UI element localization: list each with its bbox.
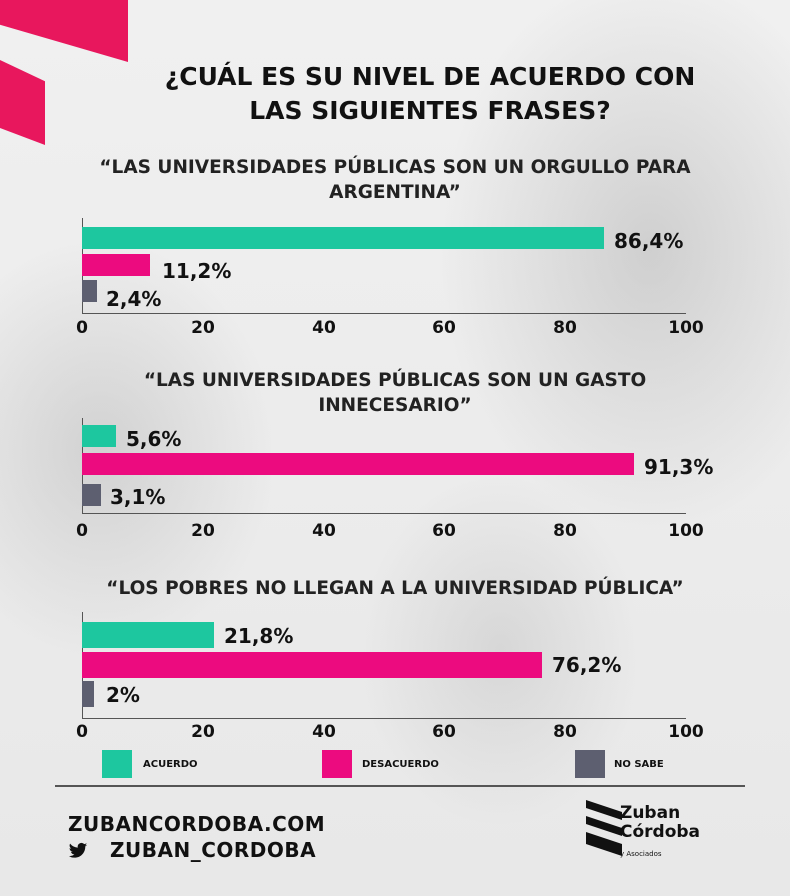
zuban-logo-mark xyxy=(586,800,622,856)
legend-swatch-no-sabe xyxy=(575,750,605,778)
page-title: ¿CUÁL ES SU NIVEL DE ACUERDO CON LAS SIG… xyxy=(164,62,696,125)
bar-desacuerdo xyxy=(82,453,634,475)
legend-swatch-acuerdo xyxy=(102,750,132,778)
x-axis xyxy=(82,718,686,719)
bar-acuerdo xyxy=(82,425,116,447)
legend-swatch-desacuerdo xyxy=(322,750,352,778)
bar-no-sabe xyxy=(82,280,97,302)
x-axis xyxy=(82,513,686,514)
footer-divider xyxy=(55,785,745,787)
chart-3-question: “LOS POBRES NO LLEGAN A LA UNIVERSIDAD P… xyxy=(106,578,684,599)
twitter-bird-icon xyxy=(68,842,88,858)
chart-1: 86,4% 11,2% 2,4% 0 20 40 60 80 100 xyxy=(76,218,704,348)
value-label: 2% xyxy=(106,683,140,707)
bar-desacuerdo xyxy=(82,254,150,276)
bar-no-sabe xyxy=(82,681,94,707)
chart-1-question: “LAS UNIVERSIDADES PÚBLICAS SON UN ORGUL… xyxy=(99,157,691,203)
bar-no-sabe xyxy=(82,484,101,506)
value-label: 11,2% xyxy=(162,259,232,283)
value-label: 91,3% xyxy=(644,455,714,479)
bar-acuerdo xyxy=(82,622,214,648)
value-label: 86,4% xyxy=(614,229,684,253)
bar-acuerdo xyxy=(82,227,604,249)
value-label: 21,8% xyxy=(224,624,294,648)
x-axis xyxy=(82,313,686,314)
value-label: 3,1% xyxy=(110,485,166,509)
value-label: 2,4% xyxy=(106,287,162,311)
value-label: 76,2% xyxy=(552,653,622,677)
value-label: 5,6% xyxy=(126,427,182,451)
chart-2-question: “LAS UNIVERSIDADES PÚBLICAS SON UN GASTO… xyxy=(143,370,647,416)
chart-3: 21,8% 76,2% 2% 0 20 40 60 80 100 xyxy=(76,612,704,742)
website-link[interactable]: ZUBANCORDOBA.COM xyxy=(68,812,326,836)
bar-desacuerdo xyxy=(82,652,542,678)
chart-2: 5,6% 91,3% 3,1% 0 20 40 60 80 100 xyxy=(76,418,713,548)
chart-legend: ACUERDO DESACUERDO NO SABE xyxy=(0,750,790,780)
